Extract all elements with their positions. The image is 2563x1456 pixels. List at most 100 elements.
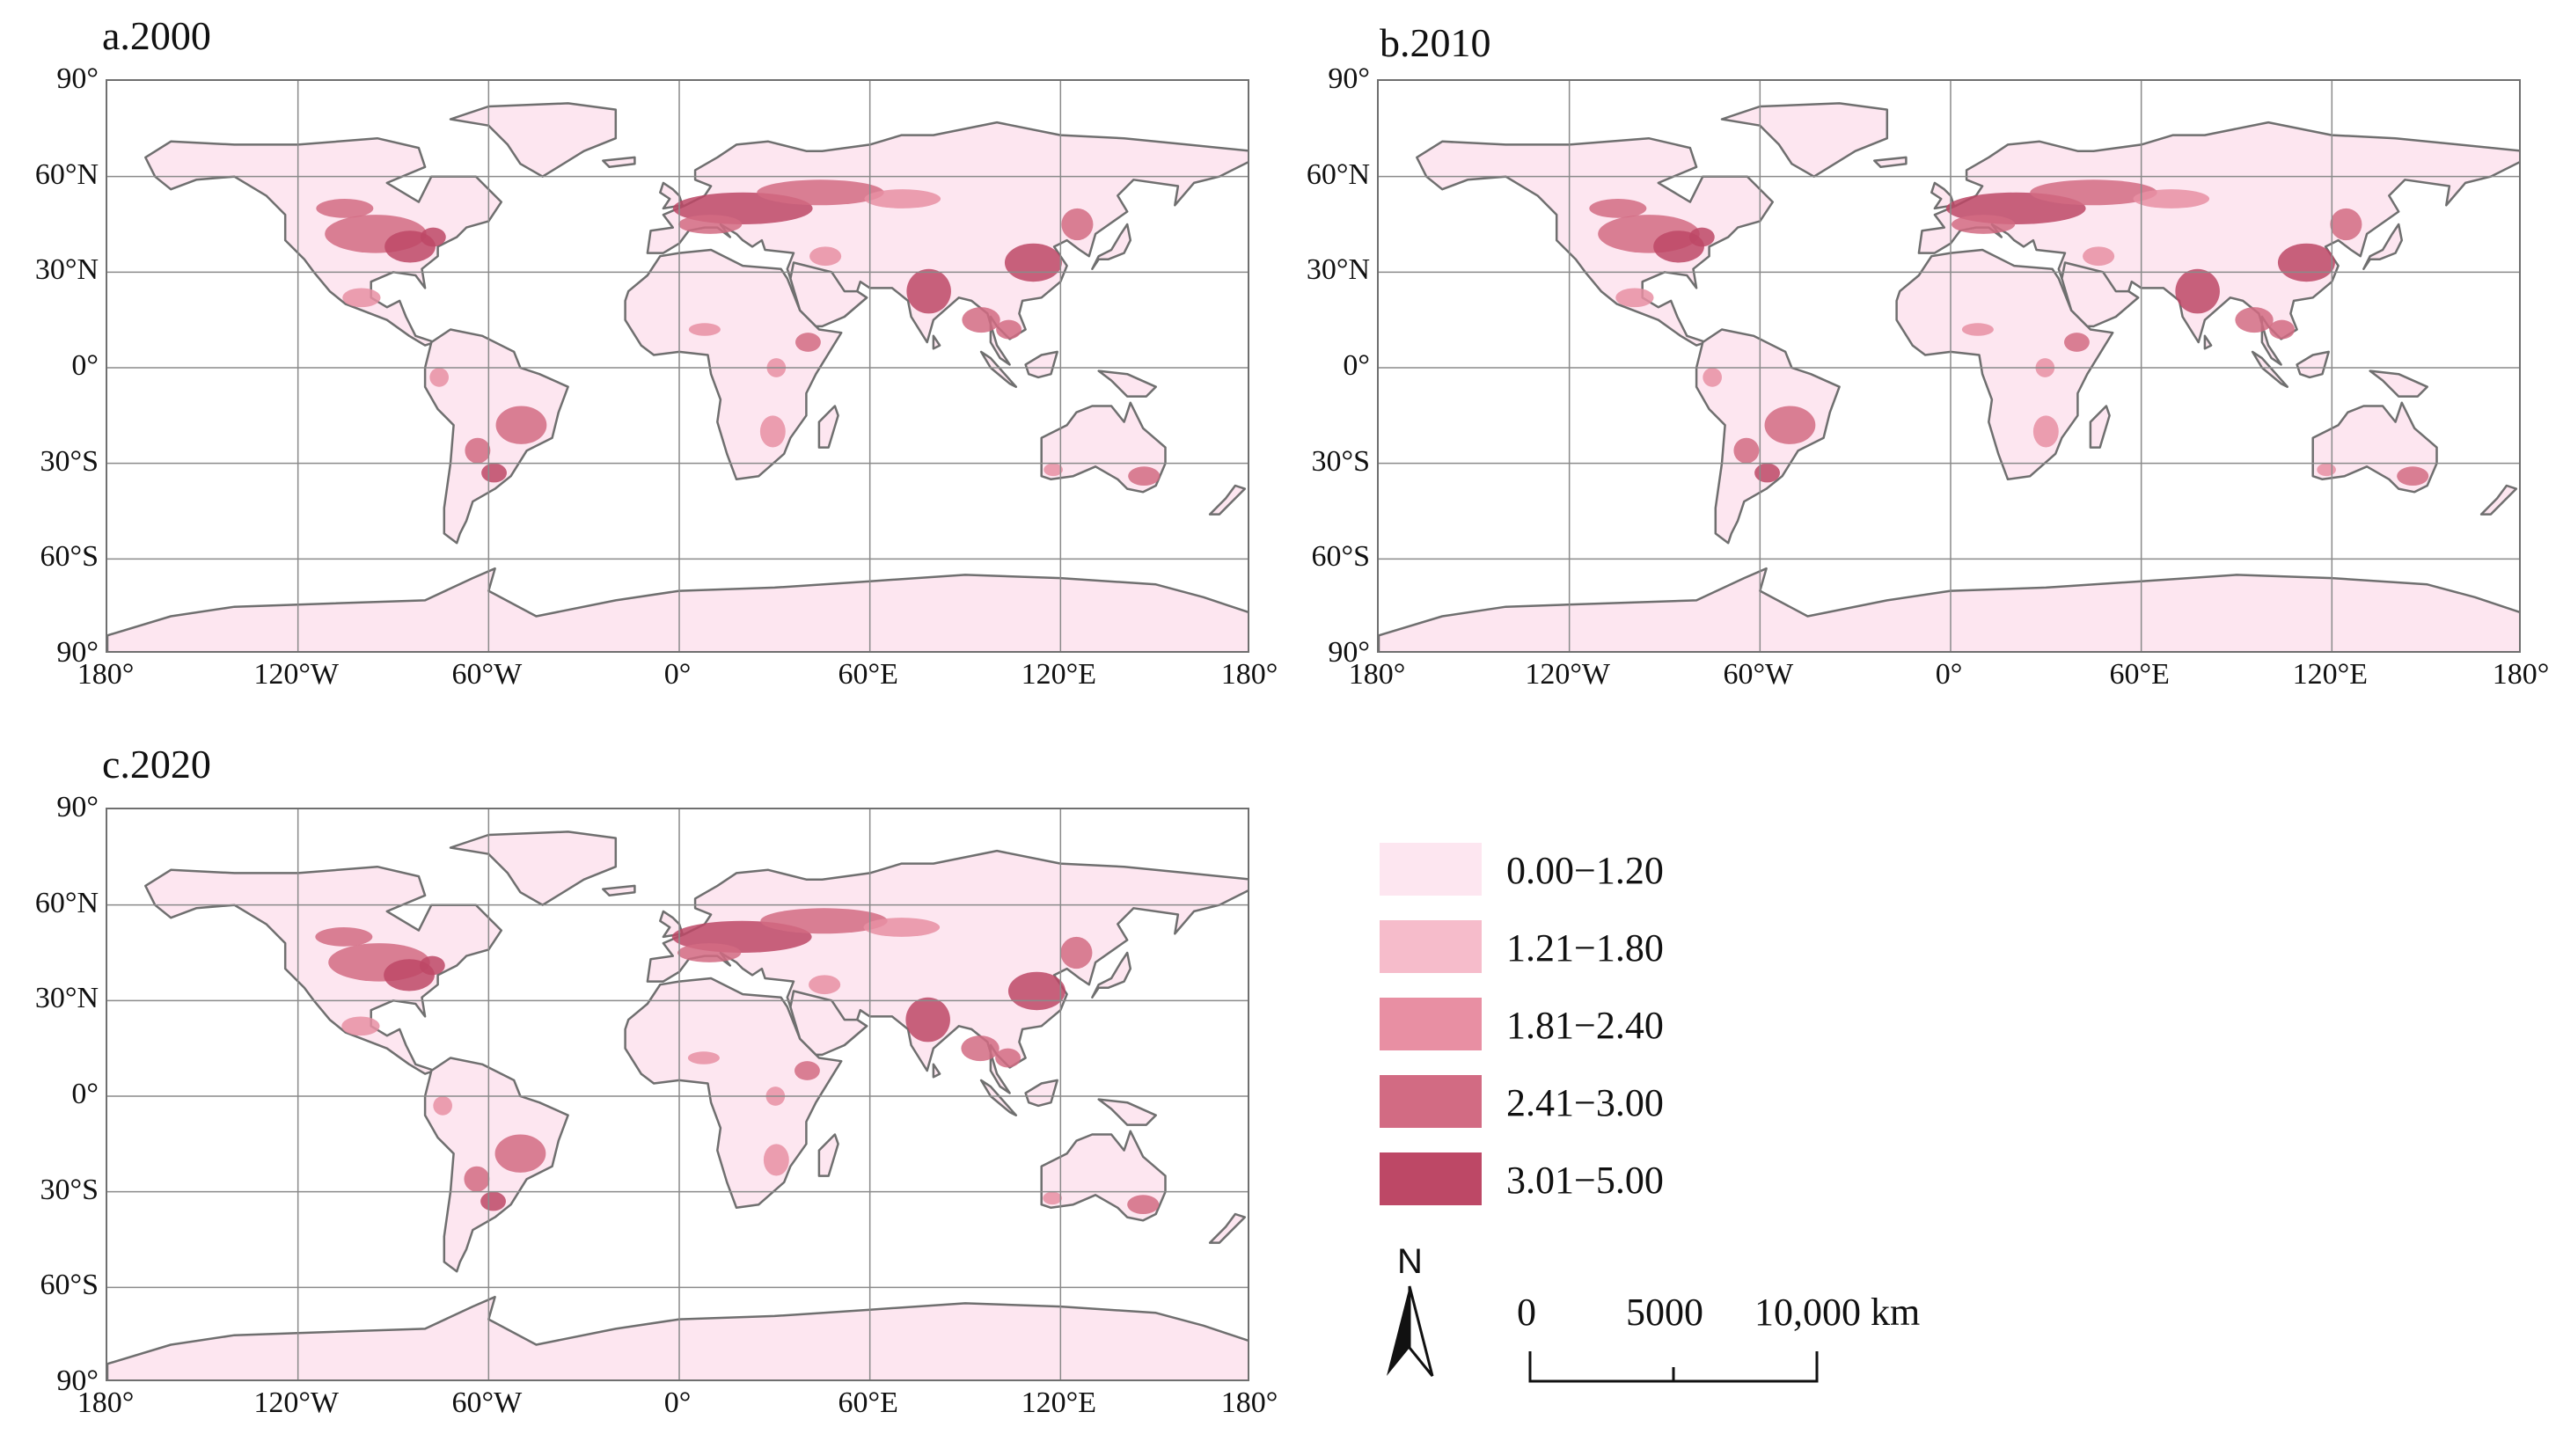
legend-swatch — [1380, 843, 1482, 896]
landmass-indonesia-a — [979, 1079, 1018, 1116]
landmass-iceland — [1873, 156, 1908, 169]
landmass-madagascar — [817, 405, 839, 449]
intensity-patch — [795, 333, 821, 352]
legend-label: 0.00−1.20 — [1506, 849, 1664, 892]
landmass-south-america — [423, 328, 569, 545]
legend-swatch — [1380, 998, 1482, 1050]
landmass-iceland — [602, 884, 636, 897]
intensity-patch — [1733, 437, 1760, 464]
latitude-label: 60°S — [40, 1269, 99, 1302]
world-map-svg — [107, 81, 1248, 651]
latitude-label: 30°S — [40, 444, 99, 478]
longitude-label: 180° — [1220, 658, 1278, 691]
intensity-patch — [962, 307, 1000, 333]
intensity-patch — [2235, 307, 2274, 333]
landmass-antarctica — [1379, 567, 2519, 651]
legend-label: 1.21−1.80 — [1506, 926, 1664, 969]
landmass-indonesia-b — [1024, 1079, 1058, 1108]
intensity-patch — [2030, 179, 2157, 206]
latitude-label: 90° — [56, 791, 99, 823]
panel-title: b.2010 — [1380, 20, 1491, 65]
longitude-label: 0° — [663, 658, 692, 691]
landmass-new-guinea — [1097, 369, 1157, 398]
intensity-patch — [1128, 466, 1161, 487]
intensity-patch — [995, 1048, 1021, 1068]
intensity-patch — [433, 1096, 452, 1116]
landmass-new-zealand — [1208, 484, 1247, 516]
intensity-patch — [2317, 463, 2336, 477]
intensity-patch — [1961, 323, 1994, 336]
landmass-arabia — [2061, 261, 2140, 328]
landmass-japan — [1091, 223, 1132, 270]
intensity-patch — [759, 415, 786, 448]
north-arrow: N — [1381, 1244, 1443, 1394]
longitude-label: 60°E — [838, 658, 898, 691]
intensity-patch — [687, 1051, 720, 1065]
landmass-greenland — [449, 102, 618, 178]
landmass-indonesia-a — [2251, 350, 2289, 388]
world-map — [1377, 79, 2521, 653]
scale-label-mid: 5000 — [1626, 1291, 1703, 1334]
longitude-label: 60°E — [838, 1386, 898, 1419]
intensity-patch — [1061, 208, 1094, 241]
longitude-label: 120°E — [1021, 658, 1097, 691]
latitude-label: 90° — [56, 62, 99, 95]
intensity-patch — [1589, 199, 1647, 218]
intensity-patch — [480, 1191, 506, 1211]
intensity-patch — [1044, 463, 1063, 477]
intensity-patch — [2175, 268, 2220, 314]
legend-item: 2.41−3.00 — [1380, 1075, 1820, 1128]
landmass-new-zealand — [2479, 484, 2518, 516]
landmass-greenland — [1720, 102, 1889, 178]
latitude-label: 30°N — [1306, 253, 1370, 287]
latitude-label: 90° — [56, 1365, 99, 1397]
longitude-label: 120°E — [2292, 658, 2369, 691]
landmass-sri-lanka — [932, 334, 941, 350]
longitude-label: 120°W — [1525, 658, 1610, 691]
longitude-label: 60°W — [1723, 658, 1794, 691]
intensity-patch — [1688, 227, 1715, 247]
landmass-north-america — [144, 136, 503, 347]
north-label: N — [1397, 1242, 1423, 1281]
intensity-patch — [481, 463, 507, 483]
longitude-label: 120°W — [253, 1386, 339, 1419]
longitude-label: 60°W — [451, 658, 523, 691]
intensity-patch — [905, 997, 950, 1043]
landmass-antarctica — [107, 567, 1248, 651]
latitude-label: 60°S — [1311, 540, 1370, 574]
legend: 0.00−1.20 1.21−1.80 1.81−2.40 2.41−3.00 … — [1380, 843, 1820, 1212]
intensity-patch — [809, 246, 842, 267]
landmass-greenland — [449, 830, 618, 906]
intensity-patch — [809, 975, 841, 995]
latitude-label: 0° — [71, 349, 99, 382]
latitude-label: 60°S — [40, 540, 99, 574]
landmass-indonesia-b — [2296, 350, 2330, 379]
legend-item: 3.01−5.00 — [1380, 1152, 1820, 1205]
landmass-south-america — [1695, 328, 1841, 545]
intensity-patch — [1004, 243, 1062, 282]
longitude-label: 120°W — [253, 658, 339, 691]
intensity-patch — [688, 323, 721, 336]
latitude-label: 30°N — [34, 982, 99, 1015]
intensity-patch — [906, 268, 951, 314]
latitude-label: 90° — [1328, 62, 1370, 95]
world-map-svg — [107, 809, 1248, 1379]
intensity-patch — [2277, 243, 2335, 282]
legend-swatch — [1380, 1152, 1482, 1205]
intensity-patch — [2330, 208, 2362, 241]
longitude-label: 180° — [1220, 1386, 1278, 1419]
latitude-label: 60°N — [1306, 157, 1370, 191]
intensity-patch — [1060, 936, 1093, 969]
longitude-label: 60°E — [2109, 658, 2170, 691]
scale-bar-line — [1528, 1351, 1819, 1383]
intensity-patch — [1703, 368, 1722, 387]
landmass-indonesia-a — [979, 350, 1018, 388]
intensity-patch — [864, 189, 941, 209]
landmass-south-america — [423, 1057, 569, 1273]
intensity-patch — [420, 227, 446, 247]
intensity-patch — [795, 1061, 820, 1080]
intensity-patch — [863, 918, 941, 937]
latitude-label: 90° — [1328, 636, 1370, 669]
world-map-svg — [1379, 81, 2519, 651]
latitude-label: 0° — [71, 1078, 99, 1110]
